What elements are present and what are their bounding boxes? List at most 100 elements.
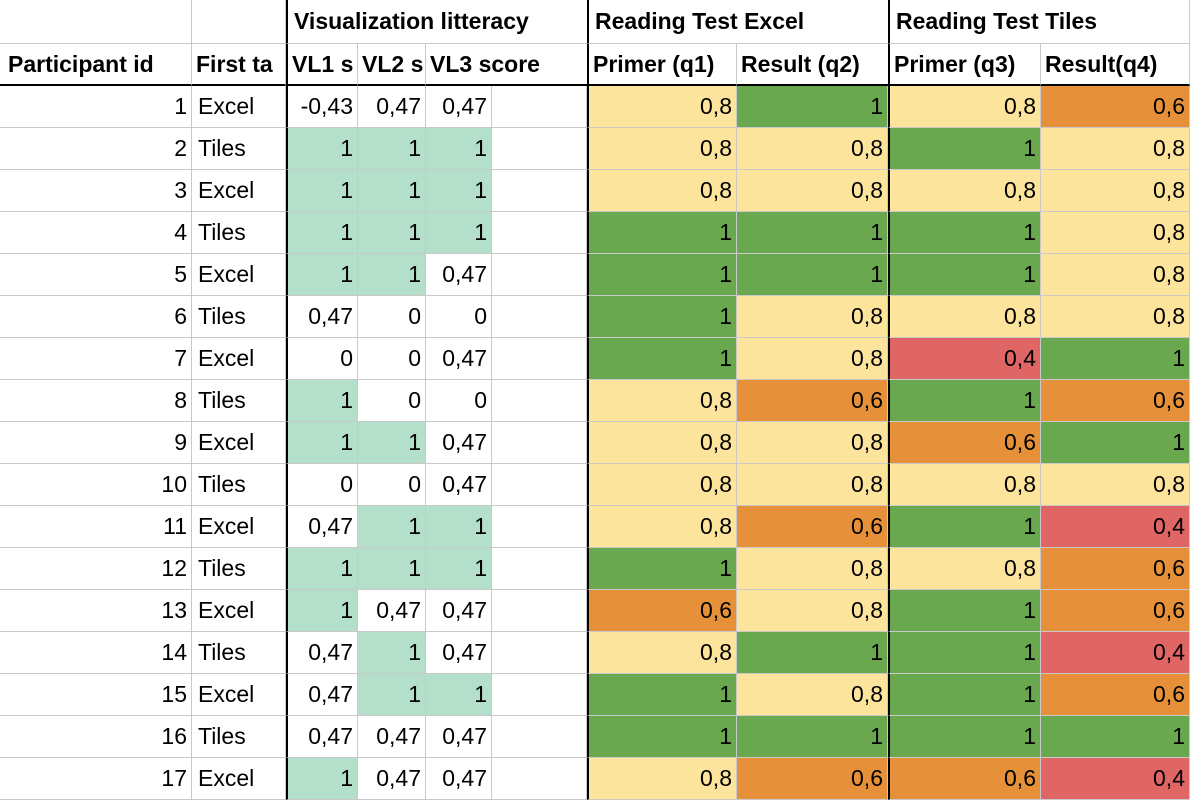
cell-blank[interactable] bbox=[492, 674, 587, 716]
cell-primer-q3[interactable]: 0,8 bbox=[888, 296, 1041, 338]
cell-vl2-score[interactable]: 1 bbox=[358, 674, 426, 716]
cell-result-q2[interactable]: 1 bbox=[737, 632, 888, 674]
cell-vl2-score[interactable]: 0 bbox=[358, 464, 426, 506]
cell-vl3-score[interactable]: 1 bbox=[426, 506, 492, 548]
cell-participant-id[interactable]: 7 bbox=[0, 338, 192, 380]
group-header-reading-test-excel[interactable]: Reading Test Excel bbox=[587, 0, 888, 44]
cell-vl3-score[interactable]: 0,47 bbox=[426, 464, 492, 506]
cell-vl2-score[interactable]: 1 bbox=[358, 422, 426, 464]
cell-vl2-score[interactable]: 0,47 bbox=[358, 86, 426, 128]
column-header-primer-q3[interactable]: Primer (q3) bbox=[888, 44, 1041, 86]
cell-blank[interactable] bbox=[492, 296, 587, 338]
cell-participant-id[interactable]: 8 bbox=[0, 380, 192, 422]
cell-participant-id[interactable]: 12 bbox=[0, 548, 192, 590]
cell-vl1-score[interactable]: -0,43 bbox=[286, 86, 358, 128]
cell-primer-q1[interactable]: 0,8 bbox=[587, 170, 737, 212]
cell-vl1-score[interactable]: 0,47 bbox=[286, 632, 358, 674]
cell-vl3-score[interactable]: 1 bbox=[426, 548, 492, 590]
cell-primer-q1[interactable]: 0,8 bbox=[587, 86, 737, 128]
cell-blank[interactable] bbox=[492, 506, 587, 548]
cell-primer-q3[interactable]: 0,8 bbox=[888, 86, 1041, 128]
cell-first-task[interactable]: Tiles bbox=[192, 380, 286, 422]
cell-vl2-score[interactable]: 1 bbox=[358, 548, 426, 590]
cell-first-task[interactable]: Excel bbox=[192, 338, 286, 380]
cell-participant-id[interactable]: 15 bbox=[0, 674, 192, 716]
cell-result-q4[interactable]: 0,8 bbox=[1041, 464, 1190, 506]
cell-primer-q1[interactable]: 0,8 bbox=[587, 128, 737, 170]
cell-primer-q1[interactable]: 1 bbox=[587, 254, 737, 296]
column-header-primer-q1[interactable]: Primer (q1) bbox=[587, 44, 737, 86]
cell-result-q2[interactable]: 0,8 bbox=[737, 170, 888, 212]
cell-participant-id[interactable]: 10 bbox=[0, 464, 192, 506]
cell-vl3-score[interactable]: 1 bbox=[426, 212, 492, 254]
cell-participant-id[interactable]: 16 bbox=[0, 716, 192, 758]
cell-first-task[interactable]: Excel bbox=[192, 590, 286, 632]
cell-primer-q3[interactable]: 1 bbox=[888, 212, 1041, 254]
cell-first-task[interactable]: Tiles bbox=[192, 296, 286, 338]
cell-primer-q3[interactable]: 0,8 bbox=[888, 464, 1041, 506]
cell-primer-q3[interactable]: 1 bbox=[888, 632, 1041, 674]
cell-result-q2[interactable]: 0,8 bbox=[737, 590, 888, 632]
cell-vl3-score[interactable]: 0,47 bbox=[426, 338, 492, 380]
cell-result-q4[interactable]: 0,6 bbox=[1041, 674, 1190, 716]
cell-vl1-score[interactable]: 1 bbox=[286, 254, 358, 296]
cell-result-q4[interactable]: 0,6 bbox=[1041, 380, 1190, 422]
cell-vl3-score[interactable]: 0,47 bbox=[426, 590, 492, 632]
column-header-result-q4[interactable]: Result(q4) bbox=[1041, 44, 1190, 86]
cell-vl1-score[interactable]: 0,47 bbox=[286, 716, 358, 758]
cell-result-q2[interactable]: 1 bbox=[737, 86, 888, 128]
cell-vl3-score[interactable]: 1 bbox=[426, 170, 492, 212]
cell-first-task[interactable]: Excel bbox=[192, 422, 286, 464]
cell-blank[interactable] bbox=[492, 212, 587, 254]
cell-result-q4[interactable]: 0,6 bbox=[1041, 590, 1190, 632]
cell-blank[interactable] bbox=[492, 632, 587, 674]
cell-vl3-score[interactable]: 0 bbox=[426, 380, 492, 422]
cell-vl3-score[interactable]: 1 bbox=[426, 674, 492, 716]
cell-first-task[interactable]: Tiles bbox=[192, 632, 286, 674]
cell-primer-q3[interactable]: 1 bbox=[888, 506, 1041, 548]
cell-blank[interactable] bbox=[492, 128, 587, 170]
cell-first-task[interactable]: Tiles bbox=[192, 464, 286, 506]
cell-result-q2[interactable]: 0,8 bbox=[737, 296, 888, 338]
cell-primer-q3[interactable]: 1 bbox=[888, 380, 1041, 422]
cell-vl3-score[interactable]: 0,47 bbox=[426, 632, 492, 674]
header-corner-cell[interactable] bbox=[0, 0, 192, 44]
cell-vl2-score[interactable]: 0 bbox=[358, 296, 426, 338]
cell-result-q4[interactable]: 1 bbox=[1041, 422, 1190, 464]
cell-first-task[interactable]: Tiles bbox=[192, 548, 286, 590]
header-blank-cell[interactable] bbox=[192, 0, 286, 44]
cell-primer-q3[interactable]: 1 bbox=[888, 590, 1041, 632]
cell-vl1-score[interactable]: 1 bbox=[286, 590, 358, 632]
cell-vl2-score[interactable]: 0,47 bbox=[358, 716, 426, 758]
cell-result-q2[interactable]: 0,8 bbox=[737, 128, 888, 170]
cell-result-q4[interactable]: 0,8 bbox=[1041, 296, 1190, 338]
cell-vl1-score[interactable]: 1 bbox=[286, 548, 358, 590]
cell-vl2-score[interactable]: 1 bbox=[358, 128, 426, 170]
cell-primer-q1[interactable]: 0,8 bbox=[587, 632, 737, 674]
column-header-vl2-score[interactable]: VL2 s bbox=[358, 44, 426, 86]
column-header-participant-id[interactable]: Participant id bbox=[0, 44, 192, 86]
cell-vl1-score[interactable]: 1 bbox=[286, 380, 358, 422]
cell-vl3-score[interactable]: 0,47 bbox=[426, 422, 492, 464]
cell-primer-q3[interactable]: 0,4 bbox=[888, 338, 1041, 380]
cell-participant-id[interactable]: 11 bbox=[0, 506, 192, 548]
cell-vl1-score[interactable]: 1 bbox=[286, 170, 358, 212]
cell-blank[interactable] bbox=[492, 422, 587, 464]
cell-result-q4[interactable]: 0,4 bbox=[1041, 632, 1190, 674]
cell-result-q2[interactable]: 0,6 bbox=[737, 506, 888, 548]
cell-first-task[interactable]: Tiles bbox=[192, 716, 286, 758]
group-header-visualization-litteracy[interactable]: Visualization litteracy bbox=[286, 0, 587, 44]
cell-vl1-score[interactable]: 1 bbox=[286, 422, 358, 464]
cell-primer-q3[interactable]: 0,8 bbox=[888, 170, 1041, 212]
cell-participant-id[interactable]: 4 bbox=[0, 212, 192, 254]
cell-vl1-score[interactable]: 1 bbox=[286, 758, 358, 800]
cell-vl3-score[interactable]: 0,47 bbox=[426, 758, 492, 800]
cell-vl1-score[interactable]: 0 bbox=[286, 464, 358, 506]
cell-primer-q3[interactable]: 1 bbox=[888, 674, 1041, 716]
cell-vl2-score[interactable]: 0,47 bbox=[358, 590, 426, 632]
cell-vl3-score[interactable]: 0,47 bbox=[426, 254, 492, 296]
cell-vl2-score[interactable]: 0,47 bbox=[358, 758, 426, 800]
cell-primer-q1[interactable]: 1 bbox=[587, 338, 737, 380]
cell-blank[interactable] bbox=[492, 464, 587, 506]
cell-first-task[interactable]: Excel bbox=[192, 674, 286, 716]
